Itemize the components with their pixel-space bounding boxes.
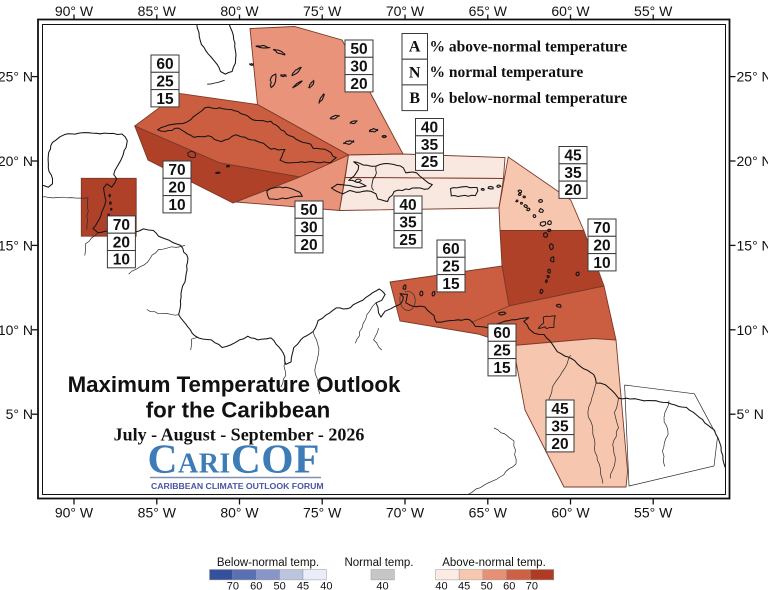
- svg-text:20: 20: [551, 436, 568, 453]
- svg-text:60: 60: [156, 56, 173, 73]
- svg-text:Below-normal temp.: Below-normal temp.: [217, 557, 319, 569]
- svg-text:25: 25: [156, 74, 174, 91]
- svg-text:40: 40: [320, 581, 332, 590]
- svg-text:40: 40: [421, 120, 438, 137]
- svg-text:35: 35: [551, 418, 569, 435]
- svg-text:20: 20: [300, 237, 317, 254]
- svg-text:Maximum Temperature Outlook: Maximum Temperature Outlook: [68, 372, 401, 397]
- svg-text:60: 60: [442, 241, 459, 258]
- svg-text:65° W: 65° W: [469, 505, 508, 521]
- svg-text:30: 30: [300, 220, 317, 237]
- svg-text:15: 15: [156, 91, 174, 108]
- svg-text:45: 45: [458, 581, 470, 590]
- svg-text:50: 50: [350, 41, 367, 58]
- svg-text:40: 40: [435, 581, 447, 590]
- svg-text:20: 20: [593, 238, 610, 255]
- svg-text:Above-normal temp.: Above-normal temp.: [442, 557, 546, 569]
- svg-text:10: 10: [168, 197, 185, 214]
- svg-text:% below-normal temperature: % below-normal temperature: [430, 90, 628, 107]
- svg-text:85° W: 85° W: [138, 3, 177, 19]
- svg-text:55° W: 55° W: [634, 505, 673, 521]
- svg-text:CARICOF: CARICOF: [148, 436, 320, 482]
- svg-text:45: 45: [297, 581, 309, 590]
- svg-text:50: 50: [274, 581, 286, 590]
- svg-text:20: 20: [564, 182, 581, 199]
- svg-text:70° W: 70° W: [386, 505, 425, 521]
- svg-text:N: N: [409, 64, 421, 81]
- svg-text:20: 20: [350, 76, 367, 93]
- svg-text:70: 70: [593, 220, 610, 237]
- svg-text:July - August - September - 20: July - August - September - 2026: [114, 425, 365, 445]
- svg-text:70: 70: [168, 162, 185, 179]
- svg-text:35: 35: [564, 165, 582, 182]
- svg-text:60° W: 60° W: [551, 505, 590, 521]
- svg-text:25° N: 25° N: [0, 69, 33, 85]
- svg-text:% normal temperature: % normal temperature: [430, 64, 584, 81]
- svg-text:25: 25: [493, 342, 511, 359]
- svg-text:35: 35: [399, 215, 417, 232]
- svg-text:10: 10: [593, 255, 610, 272]
- svg-text:90° W: 90° W: [55, 3, 94, 19]
- svg-text:25: 25: [421, 154, 439, 171]
- svg-text:50: 50: [300, 202, 317, 219]
- svg-text:60: 60: [250, 581, 262, 590]
- svg-text:CARIBBEAN CLIMATE OUTLOOK FORU: CARIBBEAN CLIMATE OUTLOOK FORUM: [151, 481, 324, 491]
- svg-text:15: 15: [493, 360, 511, 377]
- svg-text:30: 30: [350, 59, 367, 76]
- svg-text:10° N: 10° N: [737, 322, 768, 338]
- svg-text:B: B: [409, 90, 420, 107]
- svg-text:A: A: [409, 39, 421, 56]
- svg-text:15° N: 15° N: [737, 237, 768, 253]
- svg-text:15: 15: [442, 276, 460, 293]
- svg-text:35: 35: [421, 137, 439, 154]
- svg-text:% above-normal temperature: % above-normal temperature: [430, 39, 628, 56]
- svg-text:70: 70: [526, 581, 538, 590]
- svg-text:5° N: 5° N: [737, 406, 764, 422]
- svg-text:10: 10: [113, 252, 130, 269]
- svg-text:80° W: 80° W: [220, 505, 259, 521]
- svg-text:15° N: 15° N: [0, 237, 33, 253]
- svg-text:45: 45: [564, 148, 582, 165]
- svg-text:20: 20: [168, 180, 185, 197]
- svg-text:20° N: 20° N: [0, 153, 33, 169]
- svg-text:80° W: 80° W: [220, 3, 259, 19]
- svg-text:5° N: 5° N: [6, 406, 33, 422]
- svg-text:45: 45: [551, 401, 569, 418]
- svg-text:20° N: 20° N: [737, 153, 768, 169]
- svg-text:Normal temp.: Normal temp.: [344, 557, 413, 569]
- svg-text:70: 70: [227, 581, 239, 590]
- svg-text:for the Caribbean: for the Caribbean: [146, 398, 331, 423]
- svg-text:40: 40: [376, 581, 388, 590]
- svg-text:25° N: 25° N: [737, 69, 768, 85]
- svg-text:50: 50: [481, 581, 493, 590]
- svg-text:70° W: 70° W: [386, 3, 425, 19]
- svg-text:20: 20: [113, 234, 130, 251]
- svg-text:60: 60: [503, 581, 515, 590]
- svg-text:10° N: 10° N: [0, 322, 33, 338]
- svg-text:90° W: 90° W: [55, 505, 94, 521]
- svg-text:40: 40: [399, 197, 416, 214]
- svg-text:25: 25: [399, 232, 417, 249]
- svg-text:70: 70: [113, 217, 130, 234]
- svg-text:55° W: 55° W: [634, 3, 673, 19]
- svg-text:65° W: 65° W: [469, 3, 508, 19]
- svg-text:75° W: 75° W: [303, 3, 342, 19]
- svg-text:75° W: 75° W: [303, 505, 342, 521]
- svg-text:85° W: 85° W: [138, 505, 177, 521]
- svg-text:25: 25: [442, 258, 460, 275]
- svg-text:60: 60: [493, 325, 510, 342]
- svg-text:60° W: 60° W: [551, 3, 590, 19]
